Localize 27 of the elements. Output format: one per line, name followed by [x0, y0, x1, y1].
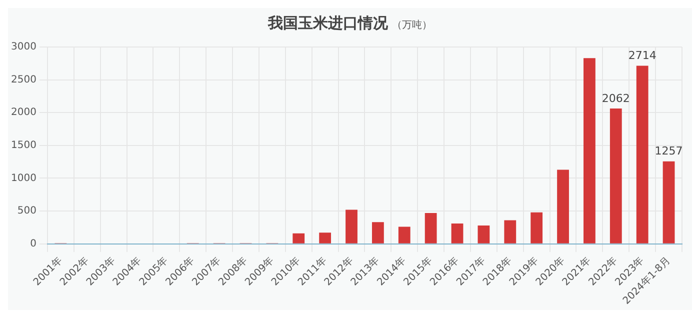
- chart-subtitle: （万吨）: [392, 20, 432, 31]
- bar: [292, 233, 305, 244]
- bar: [398, 226, 410, 244]
- bar: [557, 170, 569, 244]
- y-tick-label: 2000: [10, 107, 36, 118]
- bar: [346, 210, 358, 244]
- bar: [636, 66, 648, 244]
- chart-title: 我国玉米进口情况: [268, 14, 388, 32]
- y-tick-label: 3000: [10, 42, 36, 53]
- bar: [530, 212, 543, 244]
- bar: [372, 222, 384, 244]
- bar: [504, 220, 516, 244]
- data-label: 1257: [654, 144, 683, 158]
- data-label: 2714: [628, 49, 656, 62]
- data-label: 2062: [602, 92, 630, 105]
- bar: [478, 225, 490, 244]
- bar: [662, 161, 675, 244]
- bar: [424, 212, 437, 244]
- y-tick-label: 0: [30, 238, 36, 250]
- bar: [610, 108, 622, 244]
- bar: [451, 223, 464, 244]
- y-tick-label: 1000: [10, 172, 36, 184]
- y-tick-label: 2500: [10, 74, 36, 86]
- bar: [319, 232, 332, 244]
- bar: [584, 58, 596, 244]
- y-tick-label: 500: [17, 206, 36, 217]
- y-tick-label: 1500: [10, 140, 36, 152]
